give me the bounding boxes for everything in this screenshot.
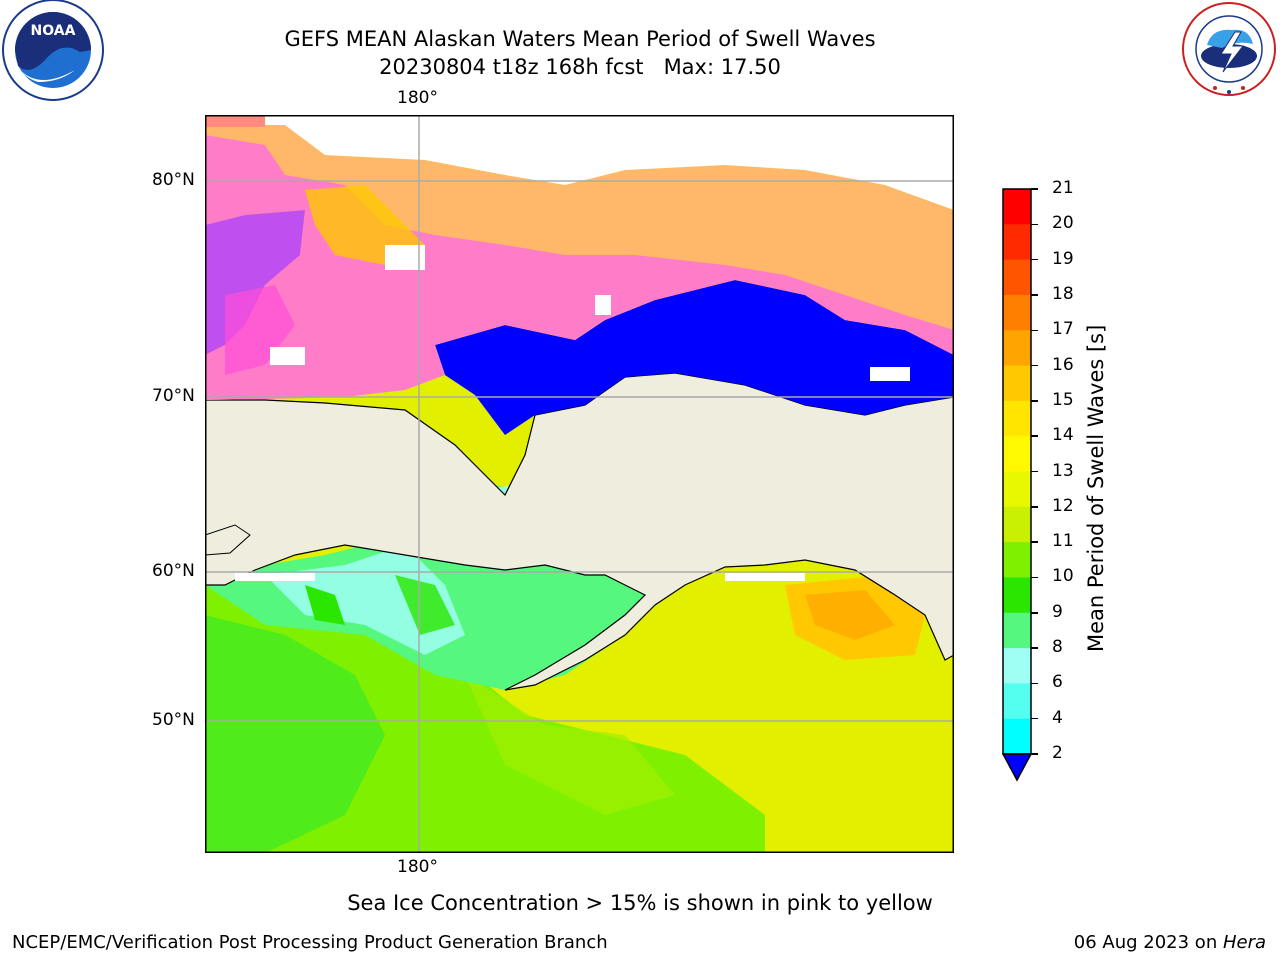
colorbar-segment (1003, 189, 1031, 225)
lat-label-60n: 60°N (152, 561, 195, 581)
noaa-logo: NOAA (0, 0, 106, 106)
colorbar-segment (1003, 224, 1031, 261)
colorbar-tick-label: 12 (1052, 495, 1074, 516)
colorbar-tick-mark (1031, 435, 1038, 437)
colorbar-tick-label: 17 (1052, 319, 1074, 340)
graticule (205, 115, 954, 853)
colorbar-segment (1003, 577, 1031, 614)
colorbar-tick-label: 19 (1052, 248, 1074, 269)
chart-subtitle: 20230804 t18z 168h fcst Max: 17.50 (379, 55, 781, 79)
colorbar-tick-label: 20 (1052, 213, 1074, 234)
colorbar-tick-mark (1031, 329, 1038, 331)
colorbar-segment (1003, 294, 1031, 331)
colorbar-tick-mark (1031, 223, 1038, 226)
land-chukotka (205, 524, 251, 556)
footer-host: Hera (1222, 932, 1266, 953)
colorbar-segment (1003, 365, 1031, 402)
lat-label-80n: 80°N (152, 170, 195, 190)
colorbar-tick-mark (1031, 647, 1038, 649)
colorbar-segment (1003, 542, 1031, 578)
sea-ice-note: Sea Ice Concentration > 15% is shown in … (347, 891, 933, 915)
colorbar-segment (1003, 400, 1031, 437)
nws-logo (1177, 0, 1280, 100)
colorbar-tick-label: 9 (1052, 601, 1063, 622)
footer-branch: NCEP/EMC/Verification Post Processing Pr… (12, 932, 608, 953)
footer-date-text: 06 Aug 2023 on (1073, 932, 1223, 953)
land-mass (205, 372, 954, 691)
colorbar-tick-mark (1031, 258, 1038, 261)
lon-label-top: 180° (397, 88, 438, 108)
colorbar-segment (1003, 471, 1031, 508)
footer-date: 06 Aug 2023 on Hera (1074, 932, 1266, 953)
colorbar-segment (1003, 612, 1031, 649)
lat-label-70n: 70°N (152, 386, 195, 406)
colorbar-tick-mark (1031, 188, 1038, 190)
colorbar-tick-label: 10 (1052, 566, 1074, 587)
colorbar-tick-mark (1031, 400, 1038, 402)
colorbar-tick-mark (1031, 717, 1038, 720)
colorbar-tick-label: 18 (1052, 283, 1074, 304)
map-svg (205, 115, 954, 853)
colorbar-segment (1003, 648, 1031, 684)
colorbar-tick-mark (1031, 470, 1038, 473)
lon-label-bottom: 180° (397, 857, 438, 877)
colorbar-tick-label: 21 (1052, 178, 1074, 198)
lat-label-50n: 50°N (152, 710, 195, 730)
colorbar-tick-label: 4 (1052, 707, 1063, 728)
colorbar-tick-mark (1031, 576, 1038, 579)
colorbar-tick-label: 8 (1052, 637, 1063, 658)
noaa-logo-text: NOAA (31, 23, 76, 39)
colorbar-segment (1003, 436, 1031, 472)
colorbar-tick-mark (1031, 506, 1038, 508)
map-plot (205, 115, 954, 853)
colorbar-segment (1003, 330, 1031, 367)
colorbar-segment (1003, 259, 1031, 296)
colorbar-tick-mark (1031, 541, 1038, 543)
colorbar-label: Mean Period of Swell Waves [s] (1084, 324, 1108, 652)
colorbar-tick-label: 11 (1052, 531, 1074, 552)
colorbar-tick-mark (1031, 682, 1038, 685)
colorbar-tick-label: 2 (1052, 743, 1063, 763)
colorbar-segment (1003, 506, 1031, 543)
colorbar-segment (1003, 718, 1031, 755)
colorbar-tick-label: 6 (1052, 672, 1063, 693)
colorbar-tick-label: 16 (1052, 354, 1074, 375)
colorbar (1000, 185, 1040, 785)
colorbar-svg (1001, 188, 1033, 782)
colorbar-tick-mark (1031, 612, 1038, 614)
colorbar-tick-label: 13 (1052, 460, 1074, 481)
colorbar-tick-label: 14 (1052, 425, 1074, 446)
colorbar-tick-mark (1031, 294, 1038, 296)
colorbar-tick-label: 15 (1052, 389, 1074, 410)
sea-ice-pink (205, 135, 954, 400)
chart-title: GEFS MEAN Alaskan Waters Mean Period of … (284, 27, 876, 51)
colorbar-tick-mark (1031, 364, 1038, 367)
colorbar-extend-arrow (1001, 753, 1033, 782)
colorbar-tick-mark (1031, 753, 1038, 755)
map-frame (205, 115, 954, 853)
colorbar-segment (1003, 683, 1031, 720)
